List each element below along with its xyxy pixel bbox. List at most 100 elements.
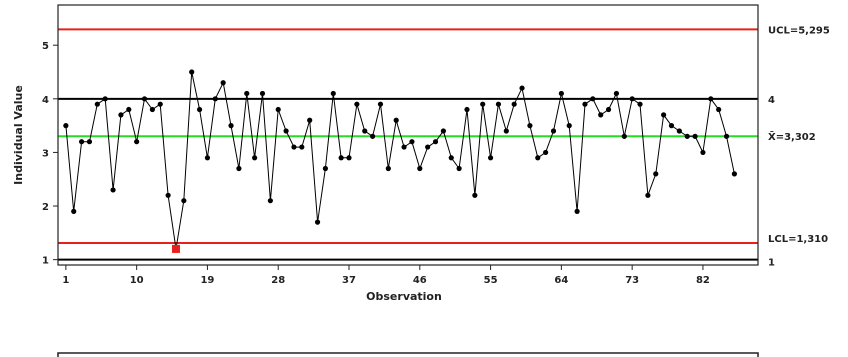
series-layer: [63, 69, 738, 253]
data-point: [723, 133, 730, 139]
ticks-layer: 1 10 19 28 37 46 55 64 73 82 1 2 3 4 5: [42, 41, 710, 286]
data-point: [519, 85, 525, 91]
data-point: [63, 123, 69, 129]
data-point: [291, 144, 297, 150]
data-point: [220, 80, 226, 86]
data-point: [141, 96, 148, 102]
y-tick-label: 1: [42, 256, 49, 267]
data-point: [716, 106, 722, 113]
x-tick-label: 10: [130, 275, 144, 286]
data-point: [299, 144, 305, 150]
data-point: [409, 139, 415, 145]
x-axis-label: Observation: [366, 290, 442, 303]
data-point: [267, 198, 273, 204]
data-point: [338, 155, 344, 161]
x-tick-label: 73: [625, 275, 639, 286]
plot-frame: [57, 4, 759, 266]
data-point: [244, 90, 250, 97]
data-point: [417, 165, 423, 172]
x-tick-label: 82: [696, 275, 710, 286]
data-point: [307, 117, 313, 123]
data-point: [393, 117, 399, 123]
data-point: [487, 155, 494, 161]
data-point: [684, 133, 690, 139]
data-point: [480, 101, 486, 107]
data-point: [252, 155, 258, 161]
data-point: [692, 133, 698, 139]
x-tick-label: 37: [342, 275, 356, 286]
data-point: [661, 112, 667, 118]
data-point: [94, 101, 100, 107]
data-point: [149, 106, 155, 113]
out-of-control-point: [171, 244, 180, 253]
data-point: [346, 155, 352, 161]
data-point: [582, 101, 588, 107]
data-point: [645, 192, 651, 198]
data-point: [212, 96, 218, 102]
data-point: [401, 144, 407, 150]
baseline-label: 1: [768, 258, 775, 269]
data-point: [189, 69, 195, 75]
data-point: [590, 96, 596, 102]
data-point: [535, 155, 541, 161]
data-point: [472, 192, 478, 198]
data-point: [283, 128, 289, 134]
data-point: [511, 101, 517, 107]
data-point: [385, 165, 391, 172]
data-point: [314, 219, 321, 225]
data-point: [629, 96, 635, 102]
data-point: [432, 139, 439, 145]
y-tick-label: 4: [42, 95, 49, 106]
data-point: [668, 123, 675, 129]
y-tick-label: 2: [42, 202, 49, 213]
data-point: [102, 96, 108, 102]
data-point: [527, 123, 533, 129]
data-point: [181, 198, 187, 204]
data-point: [236, 165, 242, 172]
data-point: [621, 133, 627, 139]
reference-labels: UCL=5,295 4 X̄=3,302 LCL=1,310 1: [768, 25, 830, 268]
data-point: [448, 155, 454, 161]
ucl-label: UCL=5,295: [768, 25, 830, 36]
data-point: [503, 128, 509, 134]
x-tick-label: 19: [200, 275, 214, 286]
data-point: [566, 123, 572, 129]
x-tick-label: 64: [554, 275, 568, 286]
data-point: [700, 149, 706, 156]
data-point: [370, 133, 376, 139]
data-point: [425, 144, 431, 150]
data-point: [330, 90, 336, 97]
data-point: [543, 149, 549, 156]
target-label: 4: [768, 95, 775, 106]
data-point: [165, 192, 171, 198]
data-point: [228, 123, 234, 129]
data-point: [110, 187, 116, 193]
data-point: [118, 112, 124, 118]
data-point: [558, 90, 564, 97]
data-point: [731, 171, 738, 177]
data-point: [259, 90, 266, 97]
data-point: [456, 165, 462, 172]
data-point: [653, 171, 659, 177]
x-tick-label: 46: [413, 275, 427, 286]
data-point: [322, 165, 329, 172]
series-line: [65, 71, 735, 249]
x-tick-label: 28: [271, 275, 285, 286]
data-point: [354, 101, 360, 107]
data-point: [275, 106, 281, 113]
data-point: [676, 128, 682, 134]
x-tick-label: 1: [62, 275, 69, 286]
data-point: [613, 90, 620, 97]
data-point: [157, 101, 163, 107]
y-tick-label: 3: [42, 148, 49, 159]
data-point: [637, 101, 643, 107]
data-point: [78, 139, 85, 145]
data-point: [605, 106, 612, 113]
data-point: [550, 128, 557, 134]
data-point: [204, 155, 211, 161]
data-point: [495, 101, 502, 107]
mean-label: X̄=3,302: [768, 130, 816, 143]
data-point: [126, 106, 132, 113]
data-point: [134, 139, 140, 145]
